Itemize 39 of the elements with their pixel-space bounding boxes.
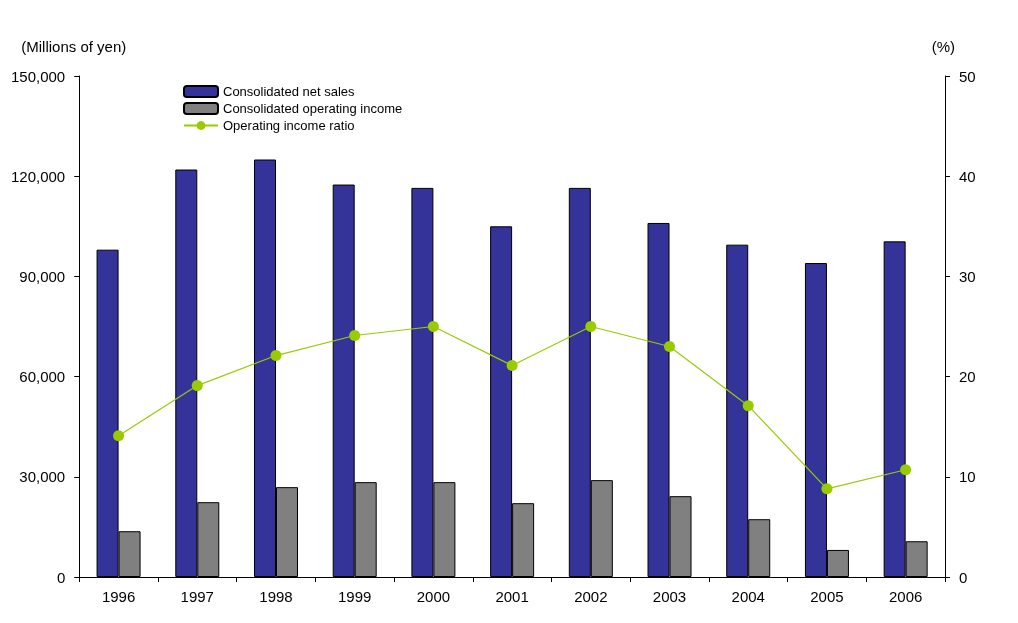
y-tick-label: 0 [56, 568, 66, 586]
y-axis-title: (Millions of yen) [21, 38, 127, 55]
y2-tick-label: 40 [959, 167, 976, 185]
x-tick-label: 2001 [495, 588, 529, 605]
point [191, 380, 203, 392]
point [900, 464, 912, 476]
y-tick-label: 60,000 [19, 368, 66, 386]
y2-tick-label: 20 [959, 368, 976, 386]
x-tick-label: 1999 [338, 588, 372, 605]
x-tick-label: 1997 [180, 588, 214, 605]
point [349, 330, 361, 342]
x-tick-label: 2003 [652, 588, 687, 605]
x-tick-label: 2005 [810, 588, 844, 605]
point [585, 321, 597, 332]
y2-tick-label: 30 [959, 267, 976, 285]
y-tick-label: 150,000 [10, 67, 66, 85]
y2-tick-label: 10 [959, 468, 976, 486]
legend-label: Consolidated net sales [223, 84, 356, 99]
y-tick-label: 30,000 [19, 468, 66, 486]
point [742, 400, 754, 412]
point [664, 341, 676, 353]
x-tick-label: 2004 [731, 588, 765, 605]
y-tick-label: 90,000 [19, 267, 66, 285]
x-tick-label: 2002 [574, 588, 608, 605]
y2-tick-label: 50 [959, 67, 976, 85]
x-tick-label: 1996 [101, 588, 136, 605]
point [506, 360, 518, 372]
point [427, 321, 439, 332]
point [821, 483, 833, 495]
point [113, 430, 125, 442]
x-tick-label: 1998 [259, 588, 293, 605]
y-tick-label: 120,000 [10, 167, 66, 185]
point [270, 350, 282, 362]
legend-label: Consolidated operating income [223, 101, 403, 116]
x-tick-label: 2006 [888, 588, 923, 605]
legend-label: Operating income ratio [223, 118, 355, 133]
y2-axis-title: (%) [931, 38, 955, 55]
x-tick-label: 2000 [416, 588, 451, 605]
y2-tick-label: 0 [959, 568, 968, 586]
